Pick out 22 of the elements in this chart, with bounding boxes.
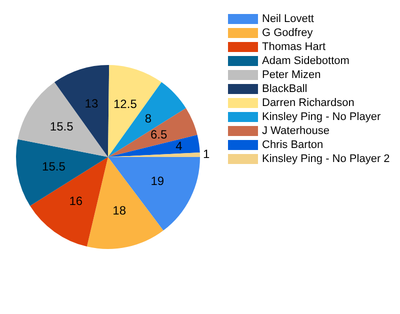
legend-label: J Waterhouse — [262, 124, 330, 138]
legend-label: Kinsley Ping - No Player — [262, 110, 381, 124]
legend-label: G Godfrey — [262, 26, 313, 40]
data-label: 1 — [202, 147, 210, 161]
data-label: 4 — [176, 138, 183, 153]
data-label: 15.5 — [50, 119, 74, 134]
legend-label: BlackBall — [262, 82, 308, 96]
legend-label: Adam Sidebottom — [262, 54, 350, 68]
data-label: 19 — [150, 174, 164, 188]
legend-label: Darren Richardson — [262, 96, 354, 110]
data-label: 16 — [69, 194, 83, 208]
legend-label: Thomas Hart — [262, 40, 326, 54]
legend-label: Chris Barton — [262, 138, 324, 152]
data-label: 8 — [144, 111, 152, 126]
data-label: 18 — [112, 203, 126, 218]
data-label: 12.5 — [114, 96, 138, 111]
legend-label: Peter Mizen — [262, 68, 321, 82]
data-label: 15.5 — [42, 159, 66, 174]
legend-label: Neil Lovett — [262, 12, 314, 26]
legend-label: Kinsley Ping - No Player 2 — [262, 152, 390, 166]
data-label: 6.5 — [150, 128, 168, 142]
data-label: 13 — [84, 96, 98, 111]
